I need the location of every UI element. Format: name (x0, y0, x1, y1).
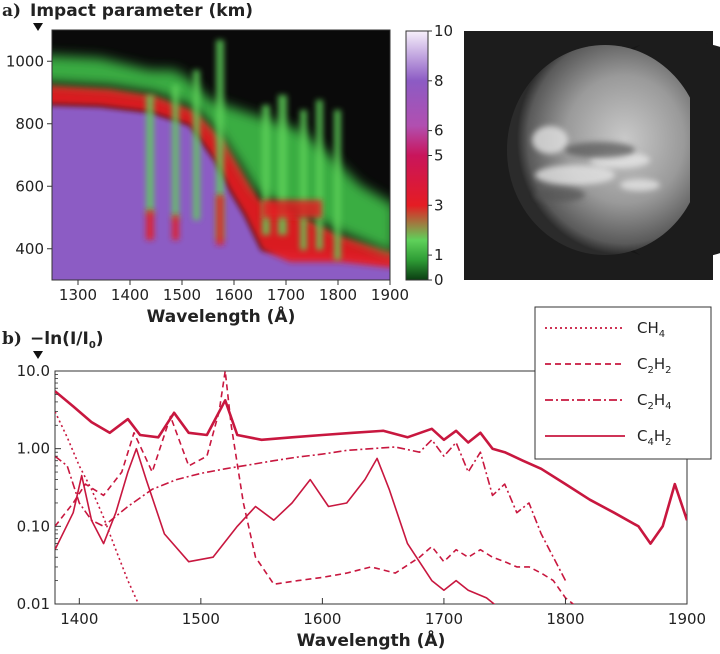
colorbar-tick-label-1: 1 (434, 246, 444, 264)
panel-b-title-main: −ln(I/I (30, 329, 89, 349)
series-line-c2h2 (55, 371, 575, 604)
colorbar-tick-label-5: 8 (434, 72, 444, 90)
series-line-ch4 (55, 411, 140, 604)
colorbar-ticks: 0 1 3 5 6 8 10 (428, 22, 453, 289)
panel-b-title-end: ) (96, 329, 104, 349)
heatmap-area (52, 30, 390, 280)
panel-a-xtick-label-5: 1800 (319, 286, 357, 304)
panel-b-ytick-label-1: 0.10 (17, 517, 50, 535)
colorbar-tick-label-3: 5 (434, 147, 444, 165)
legend: CH4 C2H2 C2H4 C4H2 (545, 319, 672, 448)
panel-b-x-axis: 1400 1500 1600 1700 1800 1900 (60, 598, 706, 628)
panel-b-xtick-label-3: 1700 (425, 610, 463, 628)
panel-a-xlabel: Wavelength (Å) (147, 304, 296, 327)
panel-b-xtick-label-2: 1600 (303, 610, 341, 628)
panel-a-xtick-label-3: 1600 (215, 286, 253, 304)
colorbar-tick-label-6: 10 (434, 22, 453, 40)
series-line-c2h4 (55, 438, 567, 581)
colorbar (405, 30, 429, 281)
colorbar-tick-label-0: 0 (434, 271, 444, 289)
colorbar-tick-label-4: 6 (434, 122, 444, 140)
panel-a-xtick-label-2: 1500 (163, 286, 201, 304)
panel-a-xtick-label-4: 1700 (267, 286, 305, 304)
panel-a-x-axis: 1300 1400 1500 1600 1700 1800 1900 (59, 280, 409, 304)
legend-label-2: C2H4 (637, 391, 672, 412)
legend-label-0: CH4 (637, 319, 665, 340)
panel-a-ytick-label-2: 800 (15, 115, 44, 133)
panel-b-xtick-label-0: 1400 (60, 610, 98, 628)
panel-a-ytick-label-1: 600 (15, 177, 44, 195)
panel-a-xtick-label-1: 1400 (111, 286, 149, 304)
marker-triangle-b (33, 351, 43, 359)
panel-a-ytick-label-0: 400 (15, 240, 44, 258)
legend-box (534, 306, 712, 460)
panel-b-ytick-label-3: 10.0 (17, 362, 50, 380)
panel-a-ytick-label-3: 1000 (6, 52, 44, 70)
panel-b-title-sub: 0 (89, 340, 96, 351)
marker-triangle-a (33, 23, 43, 31)
colorbar-tick-label-2: 3 (434, 196, 444, 214)
legend-label-1: C2H2 (637, 355, 672, 376)
panel-b-title: −ln(I/I0) (30, 329, 104, 351)
panel-b-xtick-label-4: 1800 (546, 610, 584, 628)
panel-a-xtick-label-0: 1300 (59, 286, 97, 304)
panel-b-series (55, 371, 687, 604)
panel-b-ytick-label-2: 1.00 (17, 440, 50, 458)
panel-b-ytick-label-0: 0.01 (17, 595, 50, 613)
svg-text:a): a) (2, 1, 21, 21)
titan-disk (507, 42, 720, 258)
panel-b-xlabel: Wavelength (Å) (297, 628, 446, 651)
panel-b-xtick-label-1: 1500 (182, 610, 220, 628)
panel-a-label: a) (2, 1, 21, 21)
series-line-total (55, 390, 687, 545)
panel-a-xtick-label-6: 1900 (371, 286, 409, 304)
panel-a-y-axis: 400 600 800 1000 (6, 52, 52, 258)
heatmap-frame (51, 29, 391, 281)
panel-b-xtick-label-5: 1900 (668, 610, 706, 628)
panel-a-title: Impact parameter (km) (30, 1, 253, 21)
legend-label-3: C4H2 (637, 427, 672, 448)
series-line-c4h2 (55, 447, 496, 604)
panel-b-y-axis: 0.01 0.10 1.00 10.0 (17, 362, 61, 613)
panel-b-label: b) (2, 329, 22, 349)
